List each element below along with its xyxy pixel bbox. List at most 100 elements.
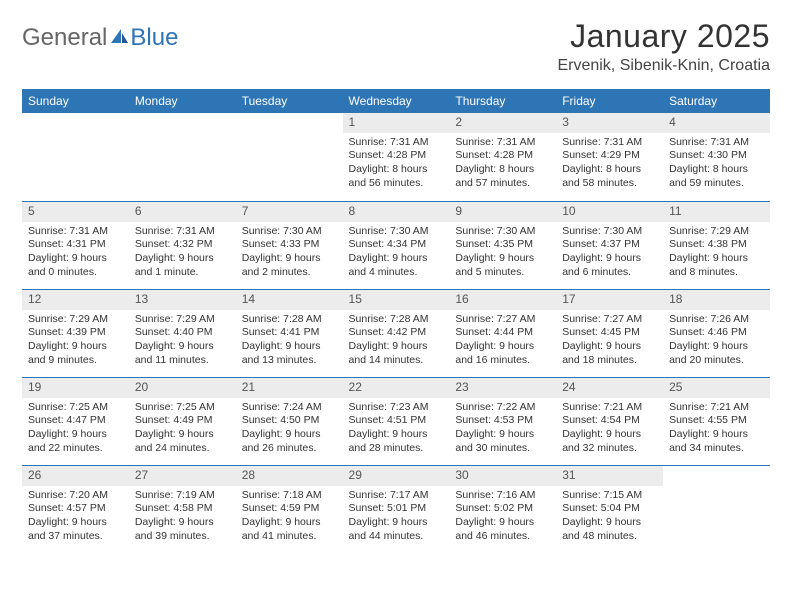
day-number: 9 [449,201,556,222]
calendar-cell: 27Sunrise: 7:19 AMSunset: 4:58 PMDayligh… [129,465,236,553]
calendar-cell: 6Sunrise: 7:31 AMSunset: 4:32 PMDaylight… [129,201,236,289]
day-number-empty [663,465,770,484]
day-header: Wednesday [343,89,450,113]
day-number: 12 [22,289,129,310]
calendar-cell: 25Sunrise: 7:21 AMSunset: 4:55 PMDayligh… [663,377,770,465]
calendar-cell: 15Sunrise: 7:28 AMSunset: 4:42 PMDayligh… [343,289,450,377]
day-number: 15 [343,289,450,310]
calendar-week: 1Sunrise: 7:31 AMSunset: 4:28 PMDaylight… [22,113,770,201]
day-number: 10 [556,201,663,222]
day-details: Sunrise: 7:29 AMSunset: 4:40 PMDaylight:… [129,310,236,374]
calendar-cell: 10Sunrise: 7:30 AMSunset: 4:37 PMDayligh… [556,201,663,289]
day-number: 23 [449,377,556,398]
day-details: Sunrise: 7:30 AMSunset: 4:35 PMDaylight:… [449,222,556,286]
calendar-cell: 24Sunrise: 7:21 AMSunset: 4:54 PMDayligh… [556,377,663,465]
calendar-cell: 18Sunrise: 7:26 AMSunset: 4:46 PMDayligh… [663,289,770,377]
day-details: Sunrise: 7:30 AMSunset: 4:33 PMDaylight:… [236,222,343,286]
day-details: Sunrise: 7:24 AMSunset: 4:50 PMDaylight:… [236,398,343,462]
day-details: Sunrise: 7:21 AMSunset: 4:54 PMDaylight:… [556,398,663,462]
day-header: Friday [556,89,663,113]
day-header: Sunday [22,89,129,113]
day-number: 18 [663,289,770,310]
calendar-cell: 30Sunrise: 7:16 AMSunset: 5:02 PMDayligh… [449,465,556,553]
day-details: Sunrise: 7:31 AMSunset: 4:31 PMDaylight:… [22,222,129,286]
day-number: 7 [236,201,343,222]
day-number: 20 [129,377,236,398]
logo-text-general: General [22,24,107,52]
calendar-cell: 8Sunrise: 7:30 AMSunset: 4:34 PMDaylight… [343,201,450,289]
day-header: Thursday [449,89,556,113]
day-header: Monday [129,89,236,113]
day-number: 21 [236,377,343,398]
day-number: 13 [129,289,236,310]
calendar-week: 12Sunrise: 7:29 AMSunset: 4:39 PMDayligh… [22,289,770,377]
calendar-cell: 20Sunrise: 7:25 AMSunset: 4:49 PMDayligh… [129,377,236,465]
day-header: Saturday [663,89,770,113]
day-number: 2 [449,113,556,133]
day-header: Tuesday [236,89,343,113]
calendar-cell: 2Sunrise: 7:31 AMSunset: 4:28 PMDaylight… [449,113,556,201]
calendar-cell: 9Sunrise: 7:30 AMSunset: 4:35 PMDaylight… [449,201,556,289]
day-number: 29 [343,465,450,486]
header: General Blue January 2025 Ervenik, Siben… [22,18,770,75]
location: Ervenik, Sibenik-Knin, Croatia [557,57,770,75]
logo-text-blue: Blue [130,24,178,52]
day-number: 26 [22,465,129,486]
day-number: 30 [449,465,556,486]
calendar-header-row: SundayMondayTuesdayWednesdayThursdayFrid… [22,89,770,113]
day-details: Sunrise: 7:31 AMSunset: 4:29 PMDaylight:… [556,133,663,197]
calendar-cell: 11Sunrise: 7:29 AMSunset: 4:38 PMDayligh… [663,201,770,289]
day-details: Sunrise: 7:23 AMSunset: 4:51 PMDaylight:… [343,398,450,462]
day-number: 3 [556,113,663,133]
calendar-week: 26Sunrise: 7:20 AMSunset: 4:57 PMDayligh… [22,465,770,553]
calendar-cell: 5Sunrise: 7:31 AMSunset: 4:31 PMDaylight… [22,201,129,289]
day-number: 16 [449,289,556,310]
day-details: Sunrise: 7:31 AMSunset: 4:32 PMDaylight:… [129,222,236,286]
calendar-table: SundayMondayTuesdayWednesdayThursdayFrid… [22,89,770,553]
title-block: January 2025 Ervenik, Sibenik-Knin, Croa… [557,18,770,75]
calendar-cell [236,113,343,201]
calendar-cell: 22Sunrise: 7:23 AMSunset: 4:51 PMDayligh… [343,377,450,465]
day-number: 14 [236,289,343,310]
day-number: 22 [343,377,450,398]
day-details: Sunrise: 7:16 AMSunset: 5:02 PMDaylight:… [449,486,556,550]
day-details: Sunrise: 7:18 AMSunset: 4:59 PMDaylight:… [236,486,343,550]
calendar-cell [22,113,129,201]
day-number: 4 [663,113,770,133]
day-details: Sunrise: 7:31 AMSunset: 4:28 PMDaylight:… [343,133,450,197]
day-number: 5 [22,201,129,222]
logo: General Blue [22,18,178,52]
calendar-cell: 12Sunrise: 7:29 AMSunset: 4:39 PMDayligh… [22,289,129,377]
day-details: Sunrise: 7:30 AMSunset: 4:37 PMDaylight:… [556,222,663,286]
day-number-empty [22,113,129,132]
calendar-cell: 23Sunrise: 7:22 AMSunset: 4:53 PMDayligh… [449,377,556,465]
calendar-cell: 29Sunrise: 7:17 AMSunset: 5:01 PMDayligh… [343,465,450,553]
day-number: 27 [129,465,236,486]
calendar-cell [129,113,236,201]
day-details: Sunrise: 7:21 AMSunset: 4:55 PMDaylight:… [663,398,770,462]
day-number: 1 [343,113,450,133]
day-details: Sunrise: 7:27 AMSunset: 4:45 PMDaylight:… [556,310,663,374]
day-details: Sunrise: 7:15 AMSunset: 5:04 PMDaylight:… [556,486,663,550]
day-number: 6 [129,201,236,222]
calendar-cell [663,465,770,553]
day-details: Sunrise: 7:28 AMSunset: 4:41 PMDaylight:… [236,310,343,374]
day-details: Sunrise: 7:31 AMSunset: 4:30 PMDaylight:… [663,133,770,197]
day-number: 24 [556,377,663,398]
day-details: Sunrise: 7:30 AMSunset: 4:34 PMDaylight:… [343,222,450,286]
calendar-cell: 1Sunrise: 7:31 AMSunset: 4:28 PMDaylight… [343,113,450,201]
day-number: 28 [236,465,343,486]
day-details: Sunrise: 7:22 AMSunset: 4:53 PMDaylight:… [449,398,556,462]
calendar-cell: 28Sunrise: 7:18 AMSunset: 4:59 PMDayligh… [236,465,343,553]
calendar-cell: 31Sunrise: 7:15 AMSunset: 5:04 PMDayligh… [556,465,663,553]
day-details: Sunrise: 7:27 AMSunset: 4:44 PMDaylight:… [449,310,556,374]
calendar-cell: 21Sunrise: 7:24 AMSunset: 4:50 PMDayligh… [236,377,343,465]
calendar-cell: 16Sunrise: 7:27 AMSunset: 4:44 PMDayligh… [449,289,556,377]
day-details: Sunrise: 7:19 AMSunset: 4:58 PMDaylight:… [129,486,236,550]
day-details: Sunrise: 7:29 AMSunset: 4:39 PMDaylight:… [22,310,129,374]
day-number: 17 [556,289,663,310]
calendar-week: 19Sunrise: 7:25 AMSunset: 4:47 PMDayligh… [22,377,770,465]
day-number-empty [129,113,236,132]
day-number-empty [236,113,343,132]
day-number: 11 [663,201,770,222]
